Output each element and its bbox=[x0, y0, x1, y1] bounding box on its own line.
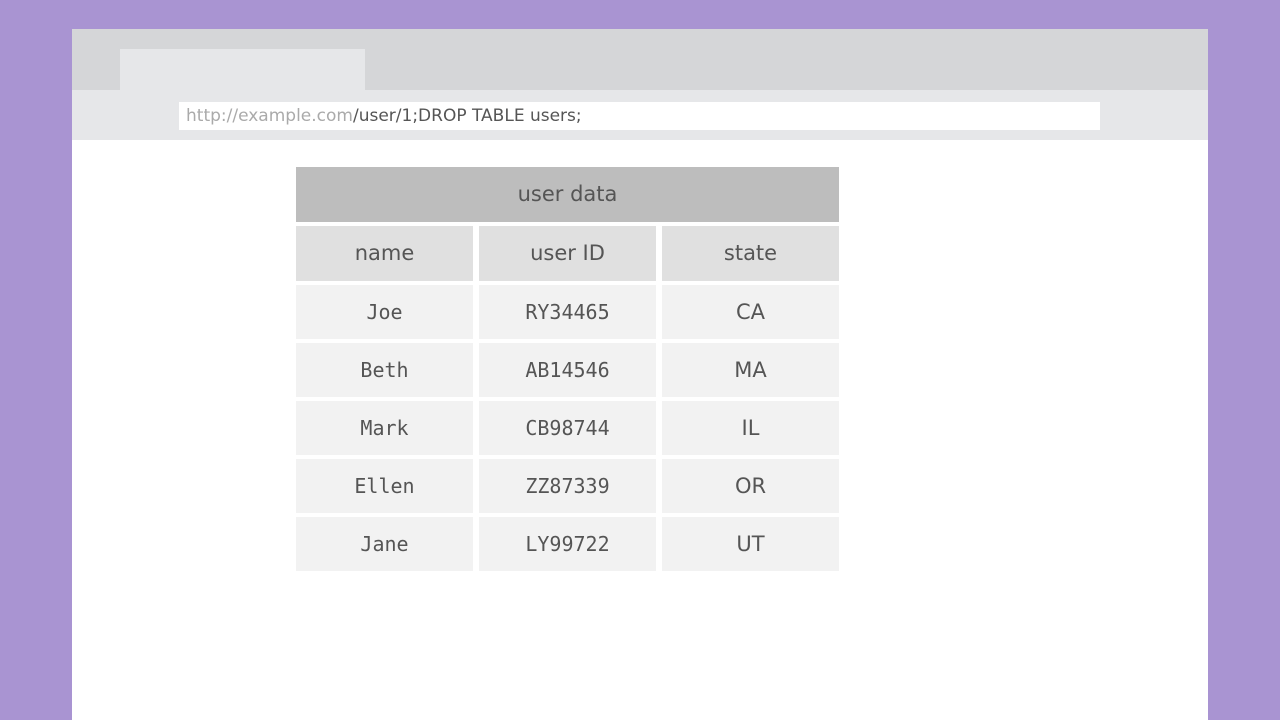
cell-state: IL bbox=[662, 401, 839, 455]
cell-user-id: AB14546 bbox=[479, 343, 656, 397]
table-row: Mark CB98744 IL bbox=[296, 401, 839, 455]
cell-user-id: ZZ87339 bbox=[479, 459, 656, 513]
browser-window: http://example.com/user/1;DROP TABLE use… bbox=[72, 29, 1208, 720]
address-bar[interactable]: http://example.com/user/1;DROP TABLE use… bbox=[179, 102, 1100, 130]
cell-state: UT bbox=[662, 517, 839, 571]
cell-name: Ellen bbox=[296, 459, 473, 513]
address-path: /user/1;DROP TABLE users; bbox=[352, 106, 582, 126]
header-name: name bbox=[296, 226, 473, 281]
user-data-table: user data name user ID state Joe RY34465 C… bbox=[296, 167, 839, 571]
cell-state: OR bbox=[662, 459, 839, 513]
tab-bar bbox=[72, 29, 1208, 90]
cell-user-id: LY99722 bbox=[479, 517, 656, 571]
cell-user-id: RY34465 bbox=[479, 285, 656, 339]
cell-state: CA bbox=[662, 285, 839, 339]
table-header-row: name user ID state bbox=[296, 226, 839, 281]
table-row: Joe RY34465 CA bbox=[296, 285, 839, 339]
toolbar: http://example.com/user/1;DROP TABLE use… bbox=[72, 90, 1208, 140]
address-host: http://example.com bbox=[186, 106, 353, 126]
browser-tab[interactable] bbox=[120, 49, 365, 90]
table-row: Ellen ZZ87339 OR bbox=[296, 459, 839, 513]
cell-name: Joe bbox=[296, 285, 473, 339]
table-title: user data bbox=[296, 167, 839, 222]
header-state: state bbox=[662, 226, 839, 281]
header-user-id: user ID bbox=[479, 226, 656, 281]
table-row: Jane LY99722 UT bbox=[296, 517, 839, 571]
cell-name: Beth bbox=[296, 343, 473, 397]
table-row: Beth AB14546 MA bbox=[296, 343, 839, 397]
cell-name: Jane bbox=[296, 517, 473, 571]
cell-name: Mark bbox=[296, 401, 473, 455]
cell-state: MA bbox=[662, 343, 839, 397]
cell-user-id: CB98744 bbox=[479, 401, 656, 455]
